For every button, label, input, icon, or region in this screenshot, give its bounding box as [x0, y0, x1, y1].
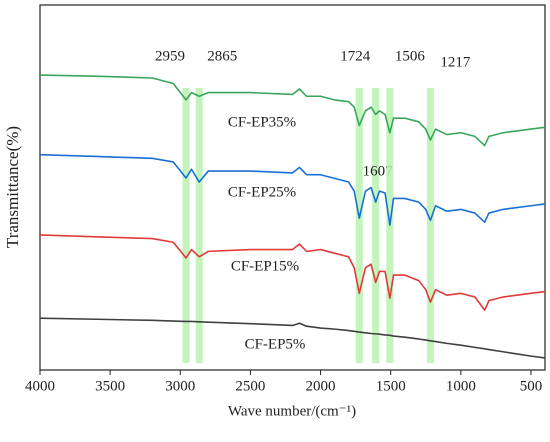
series-label: CF-EP25%: [228, 184, 296, 200]
band: [426, 88, 434, 363]
x-tick-label: 1000: [446, 378, 476, 394]
band-label: 1217: [440, 54, 471, 70]
x-tick-label: 3500: [95, 378, 125, 394]
band-label: 1607: [363, 163, 394, 179]
x-tick-label: 2500: [235, 378, 265, 394]
y-axis-label: Transmittance(%): [3, 126, 22, 248]
band: [195, 88, 203, 363]
x-tick-label: 3000: [165, 378, 195, 394]
series-line: [39, 317, 546, 359]
plot-frame: [39, 4, 546, 371]
band: [355, 88, 363, 363]
series-label: CF-EP15%: [231, 258, 299, 274]
band: [182, 88, 190, 363]
x-tick-label: 4000: [25, 378, 55, 394]
x-axis-label: Wave number/(cm⁻¹): [228, 403, 356, 419]
band-label: 1724: [340, 48, 371, 64]
series-label: CF-EP35%: [228, 114, 296, 130]
x-tick-label: 2000: [306, 378, 336, 394]
series-line: [39, 74, 546, 147]
series-line: [39, 234, 546, 311]
series-line: [39, 153, 546, 226]
x-tick-label: 1500: [376, 378, 406, 394]
band-label: 2959: [155, 48, 185, 64]
band-label: 1506: [395, 48, 426, 64]
x-tick-label: 500: [520, 378, 543, 394]
band-label: 2865: [207, 48, 237, 64]
series-label: CF-EP5%: [245, 336, 306, 352]
band: [372, 88, 380, 363]
